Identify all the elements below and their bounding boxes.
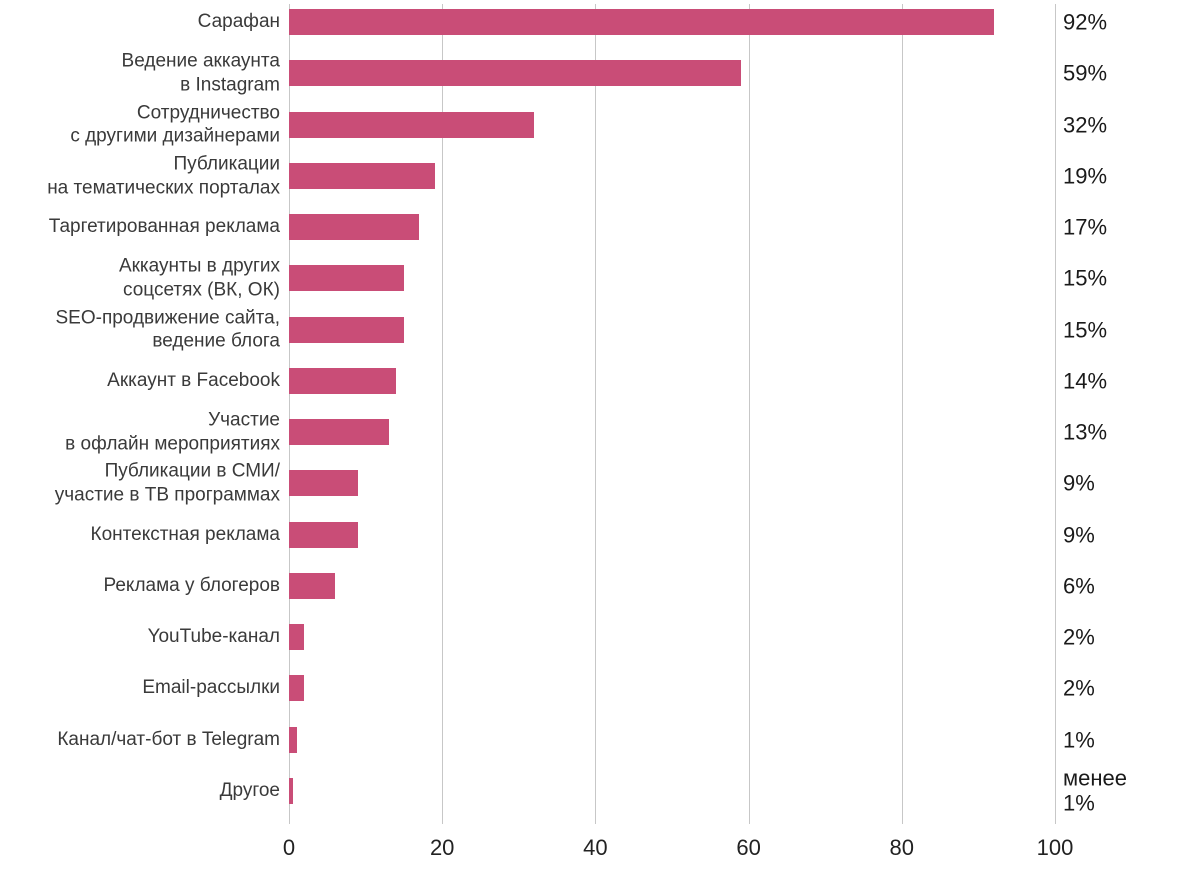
bar (289, 727, 297, 753)
x-tick-label: 100 (1037, 835, 1074, 861)
bar-track (289, 368, 1055, 394)
bar-track (289, 573, 1055, 599)
value-label: менее 1% (1063, 765, 1127, 816)
value-label: 9% (1063, 522, 1095, 547)
category-label: Аккаунт в Facebook (0, 369, 280, 393)
bar-track (289, 419, 1055, 445)
bar-track (289, 727, 1055, 753)
x-tick-label: 80 (890, 835, 914, 861)
value-label: 1% (1063, 727, 1095, 752)
value-label: 17% (1063, 214, 1107, 239)
bar (289, 470, 358, 496)
category-label: Таргетированная реклама (0, 215, 280, 239)
bar (289, 163, 435, 189)
category-label: Реклама у блогеров (0, 574, 280, 598)
bar (289, 9, 994, 35)
category-label: Аккаунты в других соцсетях (ВК, ОК) (0, 255, 280, 303)
bar (289, 368, 396, 394)
bar-chart: Сарафан 92% Ведение аккаунта в Instagram 59… (0, 0, 1200, 872)
category-label: Публикации в СМИ/ участие в ТВ программа… (0, 460, 280, 508)
category-label: YouTube-канал (0, 625, 280, 649)
bar-track (289, 112, 1055, 138)
x-tick-label: 20 (430, 835, 454, 861)
gridline (1055, 4, 1056, 824)
bar (289, 522, 358, 548)
bar (289, 675, 304, 701)
x-tick-label: 60 (736, 835, 760, 861)
bar (289, 624, 304, 650)
bar (289, 214, 419, 240)
category-label: Участие в офлайн мероприятиях (0, 408, 280, 456)
value-label: 2% (1063, 624, 1095, 649)
x-tick-label: 0 (283, 835, 295, 861)
bar-track (289, 675, 1055, 701)
bar (289, 778, 293, 804)
bar (289, 112, 534, 138)
category-label: SEO-продвижение сайта, ведение блога (0, 306, 280, 354)
value-label: 13% (1063, 419, 1107, 444)
category-label: Публикации на тематических порталах (0, 152, 280, 200)
value-label: 59% (1063, 61, 1107, 86)
bar-track (289, 470, 1055, 496)
bar-track (289, 778, 1055, 804)
bar-track (289, 214, 1055, 240)
category-label: Email-рассылки (0, 676, 280, 700)
value-label: 6% (1063, 573, 1095, 598)
value-label: 14% (1063, 368, 1107, 393)
bar (289, 419, 389, 445)
bar-track (289, 265, 1055, 291)
value-label: 19% (1063, 163, 1107, 188)
bar-track (289, 522, 1055, 548)
category-label: Сарафан (0, 10, 280, 34)
category-label: Другое (0, 779, 280, 803)
value-label: 9% (1063, 471, 1095, 496)
category-label: Канал/чат-бот в Telegram (0, 728, 280, 752)
category-label: Контекстная реклама (0, 523, 280, 547)
bar-track (289, 624, 1055, 650)
value-label: 15% (1063, 266, 1107, 291)
value-label: 92% (1063, 9, 1107, 34)
bar-track (289, 163, 1055, 189)
value-label: 15% (1063, 317, 1107, 342)
bar (289, 60, 741, 86)
bar (289, 573, 335, 599)
bar (289, 265, 404, 291)
bar-track (289, 60, 1055, 86)
category-label: Сотрудничество с другими дизайнерами (0, 101, 280, 149)
value-label: 2% (1063, 676, 1095, 701)
bar-track (289, 317, 1055, 343)
value-label: 32% (1063, 112, 1107, 137)
bar-track (289, 9, 1055, 35)
bar (289, 317, 404, 343)
category-label: Ведение аккаунта в Instagram (0, 50, 280, 98)
x-tick-label: 40 (583, 835, 607, 861)
